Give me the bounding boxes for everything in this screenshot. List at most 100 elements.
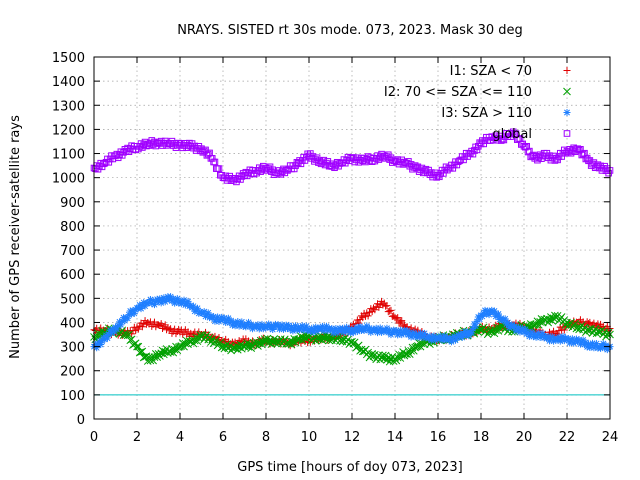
data-point-dense <box>382 302 390 310</box>
data-point-dense <box>581 328 590 336</box>
data-point-dense <box>554 156 561 164</box>
data-point-dense <box>386 307 394 315</box>
x-tick-label: 18 <box>473 430 490 445</box>
data-point-dense <box>592 329 601 338</box>
data-point-dense <box>388 312 396 320</box>
legend-label: I3: SZA > 110 <box>441 106 532 121</box>
data-point-dense <box>571 319 579 328</box>
x-tick-label: 22 <box>559 430 576 445</box>
data-point-dense <box>465 332 473 340</box>
data-point-dense <box>472 322 480 330</box>
data-point-dense <box>484 307 492 315</box>
data-point-dense <box>125 311 133 319</box>
legend-marker <box>563 87 571 96</box>
data-point-dense <box>474 313 482 321</box>
data-point-dense <box>340 328 348 336</box>
legend-marker <box>563 130 571 137</box>
y-tick-label: 1100 <box>52 148 85 163</box>
data-point-dense <box>106 326 114 334</box>
data-point-dense <box>242 323 250 331</box>
data-point <box>284 325 291 332</box>
data-point <box>585 340 592 348</box>
data-point-dense <box>504 318 512 326</box>
data-point-dense <box>231 322 239 330</box>
data-point-dense <box>367 328 375 336</box>
y-tick-label: 1400 <box>52 75 85 90</box>
data-point-dense <box>311 337 320 345</box>
data-point-dense <box>556 337 564 345</box>
data-point-dense <box>189 302 197 310</box>
axis-ticks: 0100200300400500600700800900100011001200… <box>52 51 618 445</box>
data-point-dense <box>462 331 470 339</box>
legend-label: global <box>492 127 532 142</box>
data-point-dense <box>281 323 289 331</box>
data-point-dense <box>478 312 486 320</box>
data-point-dense <box>103 334 111 342</box>
data-point-dense <box>267 321 275 329</box>
data-point-dense <box>180 296 188 304</box>
data-point-dense <box>129 306 137 314</box>
data-point-dense <box>407 333 415 341</box>
data-point-dense <box>501 315 509 323</box>
x-tick-label: 4 <box>176 430 184 445</box>
data-point-dense <box>461 328 469 336</box>
data-point-dense <box>216 315 224 323</box>
data-point <box>294 323 302 331</box>
data-point-dense <box>394 331 402 339</box>
data-point-dense <box>476 315 484 323</box>
x-tick-label: 14 <box>387 430 404 445</box>
data-point-dense <box>302 322 310 330</box>
x-tick-label: 0 <box>90 430 98 445</box>
data-point-dense <box>109 325 117 333</box>
data-point-dense <box>550 327 558 335</box>
y-tick-label: 900 <box>60 196 85 211</box>
data-point-dense <box>185 302 193 310</box>
data-point-dense <box>335 327 343 335</box>
data-point-dense <box>554 335 562 343</box>
data-point-dense <box>374 329 382 337</box>
data-point-dense <box>532 333 540 341</box>
y-tick-label: 1500 <box>52 51 85 66</box>
data-point-dense <box>494 310 502 318</box>
data-point-dense <box>163 295 171 303</box>
data-point-dense <box>228 344 237 353</box>
data-point-dense <box>163 142 170 149</box>
data-point-dense <box>378 328 386 336</box>
data-point <box>230 318 238 326</box>
data-point-dense <box>118 317 126 325</box>
data-point-dense <box>572 335 580 343</box>
data-point-dense <box>135 348 144 357</box>
data-point-dense <box>550 337 558 345</box>
data-point-dense <box>560 326 568 334</box>
data-point-dense <box>156 295 164 303</box>
y-tick-label: 400 <box>60 316 85 331</box>
y-tick-label: 800 <box>60 220 85 235</box>
data-point-dense <box>128 310 136 318</box>
y-tick-label: 300 <box>60 341 85 356</box>
data-point-dense <box>212 336 221 345</box>
data-point-dense <box>418 334 426 342</box>
data-point-dense <box>594 327 602 336</box>
chart-title: NRAYS. SISTED rt 30s mode. 073, 2023. Ma… <box>177 23 523 38</box>
data-point-dense <box>336 337 344 345</box>
data-point-dense <box>137 305 145 313</box>
data-point-dense <box>196 308 204 316</box>
x-tick-label: 10 <box>301 430 318 445</box>
data-point-dense <box>582 338 590 346</box>
data-point-dense <box>360 326 368 334</box>
data-point-dense <box>333 329 341 337</box>
data-point-dense <box>105 158 113 166</box>
data-point-dense <box>222 318 230 326</box>
data-point-dense <box>388 328 396 336</box>
data-point-dense <box>399 328 407 336</box>
data-point-dense <box>605 343 613 351</box>
legend: I1: SZA < 70 I2: 70 <= SZA <= 110 I3: SZA … <box>384 64 571 142</box>
data-point-dense <box>171 299 179 307</box>
data-point-dense <box>447 338 455 346</box>
data-point-dense <box>200 308 208 316</box>
data-point-dense <box>159 325 167 332</box>
data-point-dense <box>410 328 418 336</box>
data-point-dense <box>560 337 568 345</box>
data-point-dense <box>528 152 536 160</box>
